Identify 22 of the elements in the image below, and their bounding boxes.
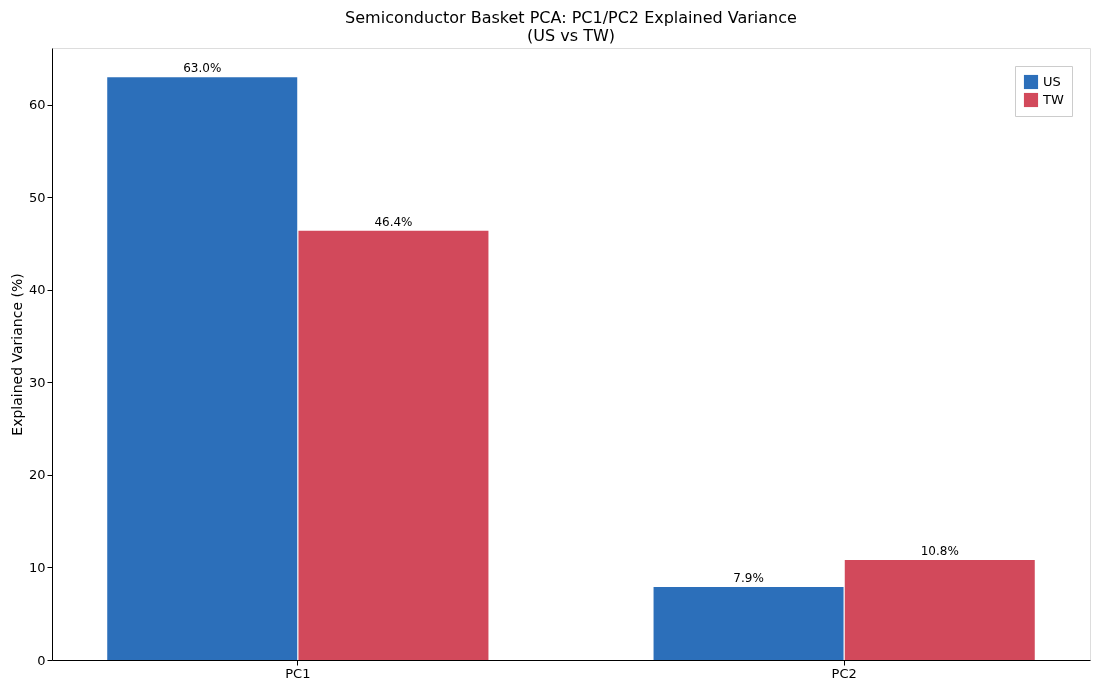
y-axis-title: Explained Variance (%) (8, 273, 25, 436)
bar (298, 230, 489, 660)
bar (653, 586, 844, 660)
data-label: 7.9% (733, 570, 764, 585)
bar (844, 560, 1035, 660)
data-label: 63.0% (183, 61, 222, 76)
x-tick-label: PC2 (831, 665, 857, 681)
x-tick-label: PC1 (285, 665, 311, 681)
data-label: 46.4% (374, 214, 413, 229)
y-tick-label: 0 (37, 652, 46, 668)
y-tick-label: 40 (28, 282, 46, 298)
y-tick-label: 10 (28, 559, 46, 575)
y-tick-label: 20 (28, 467, 46, 483)
legend-label: TW (1042, 92, 1064, 107)
y-tick-label: 30 (28, 374, 46, 390)
data-label: 10.8% (920, 544, 959, 559)
legend-label: US (1043, 74, 1061, 89)
bar (107, 77, 298, 660)
text: Semiconductor Basket PCA: PC1/PC2 Explained Variance (345, 8, 797, 27)
text: (US vs TW) (527, 26, 615, 45)
y-tick-label: 60 (28, 97, 46, 113)
y-tick-label: 50 (28, 189, 46, 205)
